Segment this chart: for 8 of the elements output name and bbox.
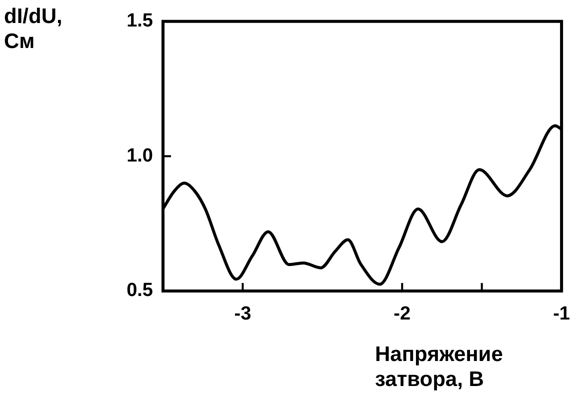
- x-tick-label: -3: [234, 304, 252, 325]
- x-tick-label: -1: [553, 304, 570, 325]
- x-axis-title: Напряжение затвора, В: [375, 342, 504, 392]
- y-tick-label: 1.5: [126, 10, 154, 32]
- y-tick-label: 0.5: [126, 280, 154, 302]
- y-tick-label: 1.0: [126, 145, 153, 166]
- x-tick-label: -2: [394, 304, 411, 325]
- y-axis-title: dI/dU, См: [4, 4, 64, 54]
